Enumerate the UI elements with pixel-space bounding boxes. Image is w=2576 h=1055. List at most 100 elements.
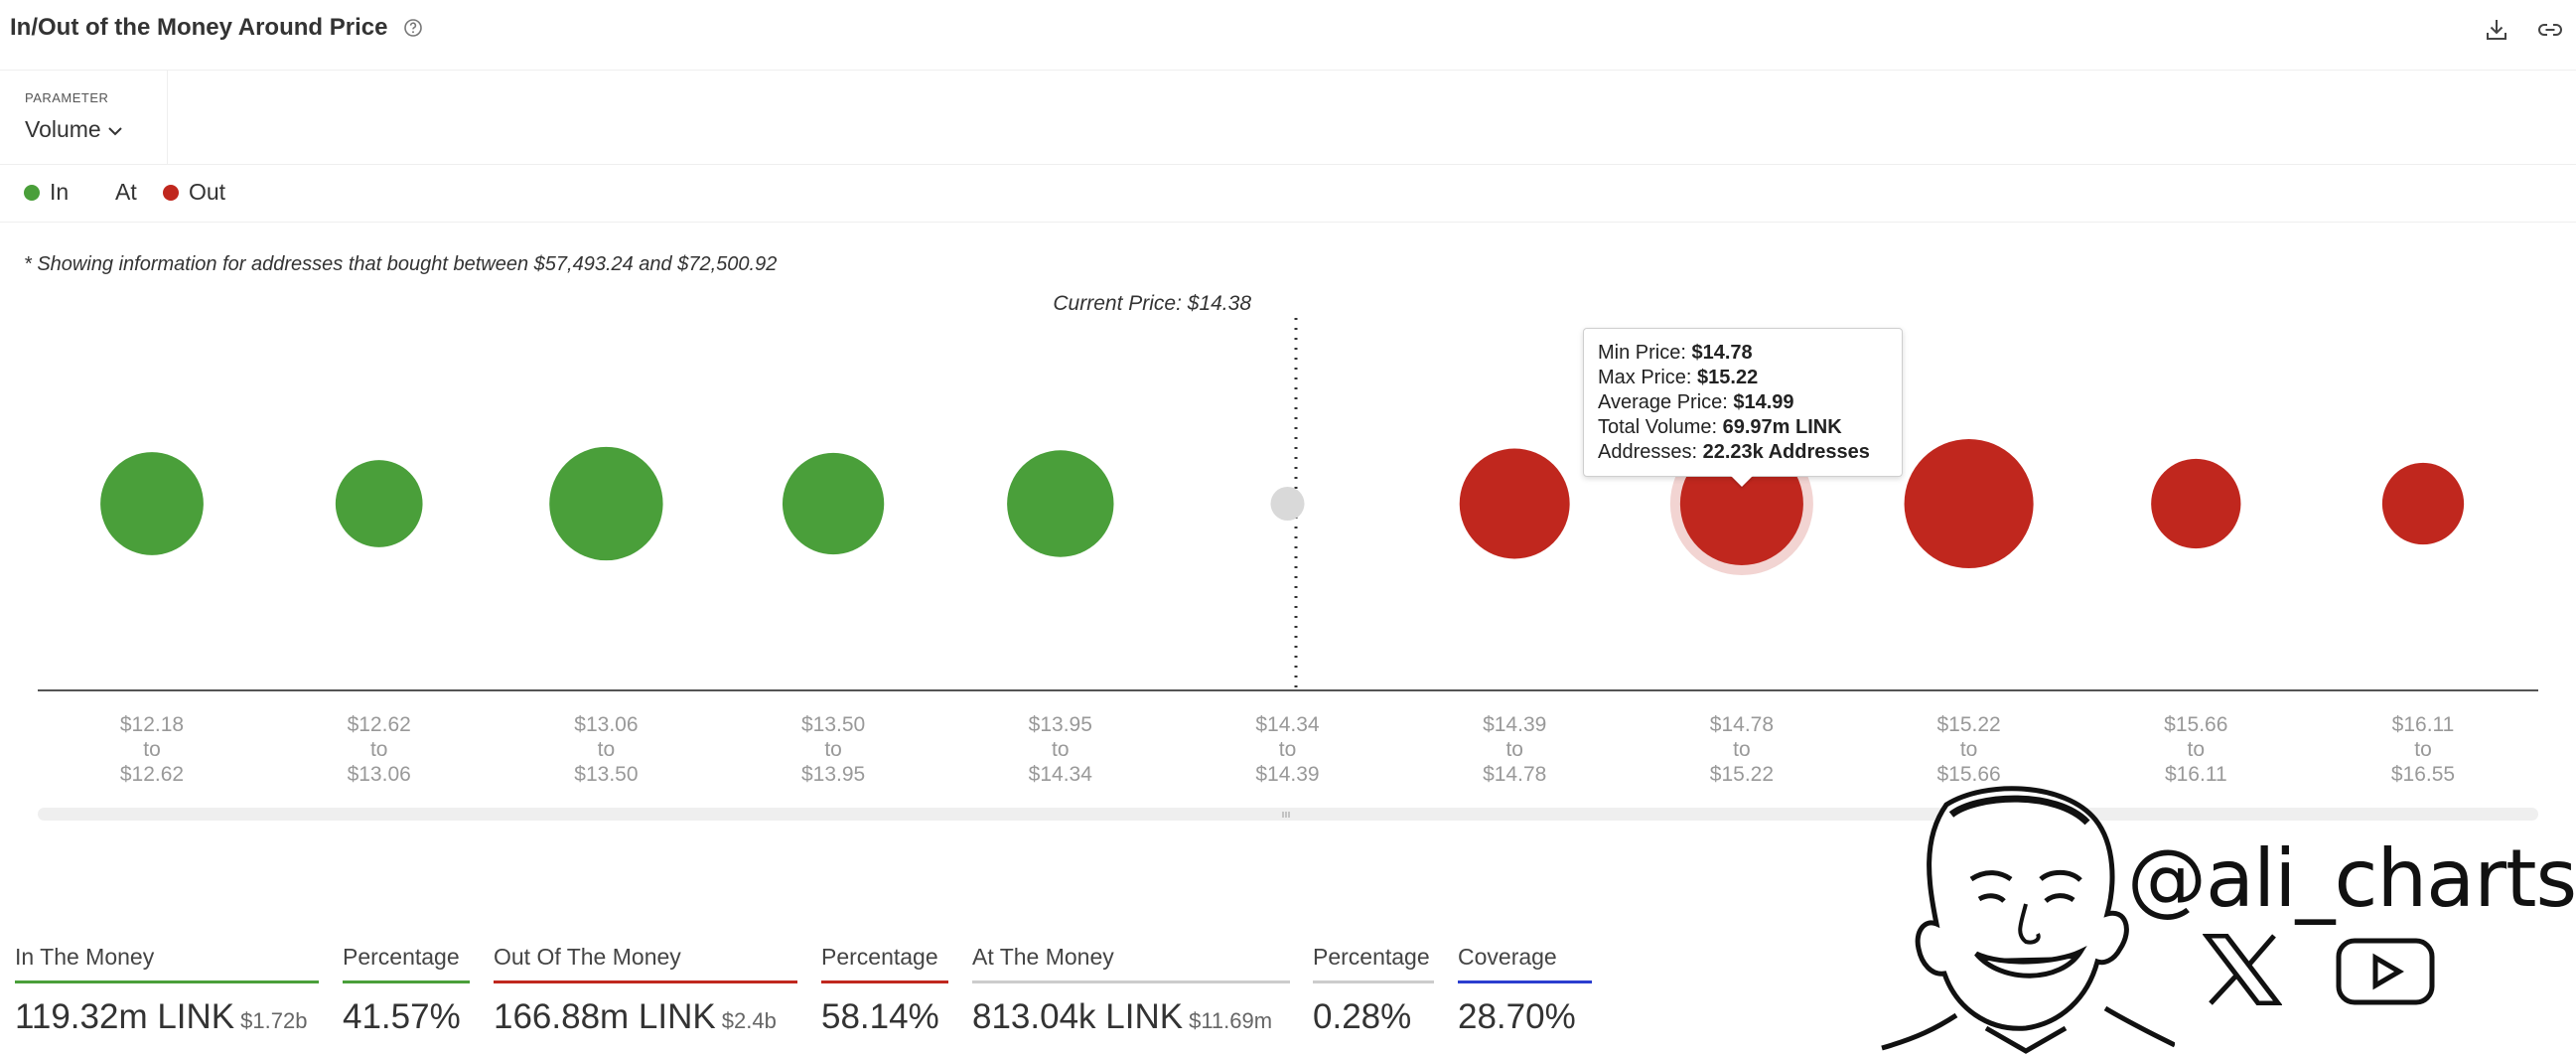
tooltip-max-row: Max Price: $15.22	[1598, 366, 1888, 390]
x-tick-label: to	[370, 738, 388, 761]
parameter-label: PARAMETER	[25, 90, 109, 105]
bubble-in[interactable]	[335, 460, 423, 547]
x-tick-label: $12.62	[120, 763, 184, 786]
bubble-in[interactable]	[782, 452, 885, 555]
legend-dot-in	[24, 184, 40, 201]
cartoon-portrait-icon	[1881, 786, 2175, 1054]
stat-in-the-money: In The Money 119.32m LINK $1.72b	[15, 944, 319, 1037]
stat-at-percentage: Percentage 0.28%	[1313, 944, 1434, 1037]
x-tick-label: $16.55	[2391, 763, 2455, 786]
stat-value: 813.04k LINK $11.69m	[972, 997, 1290, 1037]
tooltip-value: $14.78	[1691, 342, 1753, 364]
bubble-out[interactable]	[1459, 448, 1570, 559]
bubble-in[interactable]	[100, 452, 204, 555]
stat-value: 119.32m LINK $1.72b	[15, 997, 319, 1037]
info-note: * Showing information for addresses that…	[24, 253, 778, 275]
x-logo-icon[interactable]	[2203, 934, 2282, 1005]
stat-value-usd: $11.69m	[1189, 1008, 1273, 1033]
bubble-out[interactable]	[1904, 438, 2034, 569]
link-icon[interactable]	[2536, 16, 2564, 44]
tooltip-value: $14.99	[1733, 391, 1794, 413]
current-price-label: Current Price: $14.38	[1053, 292, 1251, 315]
tooltip-volume-row: Total Volume: 69.97m LINK	[1598, 415, 1888, 440]
legend-item-in[interactable]: In	[24, 179, 69, 206]
x-tick-label: $13.95	[801, 763, 865, 786]
stat-value: 28.70%	[1458, 997, 1576, 1036]
x-tick-label: $14.39	[1483, 713, 1546, 736]
parameter-dropdown[interactable]: Volume	[25, 116, 101, 142]
x-tick-label: $12.18	[120, 713, 184, 736]
tooltip: Min Price: $14.78 Max Price: $15.22 Aver…	[1583, 328, 1903, 477]
x-tick-label: $14.34	[1255, 713, 1320, 736]
x-tick-label: to	[1505, 738, 1523, 761]
divider	[0, 164, 2576, 165]
stat-out-percentage: Percentage 58.14%	[821, 944, 948, 1037]
bubble-in[interactable]	[549, 446, 663, 561]
x-tick-label: to	[824, 738, 842, 761]
chevron-down-icon[interactable]	[105, 121, 125, 141]
x-tick-label: $13.06	[574, 713, 638, 736]
legend-label: At	[115, 179, 137, 205]
stat-label: Out Of The Money	[494, 944, 681, 970]
stat-value: 58.14%	[821, 997, 939, 1036]
bubble-out[interactable]	[2151, 458, 2241, 549]
youtube-icon[interactable]	[2336, 938, 2435, 1005]
tick-labels-group: $12.18to$12.62$12.62to$13.06$13.06to$13.…	[120, 713, 2455, 786]
stat-value-main: 813.04k LINK	[972, 997, 1184, 1036]
chart-scrollbar[interactable]	[38, 808, 2538, 821]
widget-header: In/Out of the Money Around Price	[0, 0, 2576, 71]
x-tick-label: $13.06	[348, 763, 411, 786]
x-tick-label: $16.11	[2165, 763, 2227, 786]
stat-value-main: 166.88m LINK	[494, 997, 716, 1036]
x-tick-label: $13.50	[574, 763, 638, 786]
legend-label: In	[50, 179, 70, 205]
download-icon[interactable]	[2483, 16, 2510, 44]
x-tick-label: $12.62	[348, 713, 411, 736]
legend-label: Out	[189, 179, 226, 205]
x-tick-label: $14.78	[1483, 763, 1546, 786]
stat-value: 0.28%	[1313, 997, 1412, 1036]
x-tick-label: $14.39	[1255, 763, 1319, 786]
stat-bar	[821, 980, 948, 983]
tooltip-label: Addresses:	[1598, 441, 1703, 463]
x-tick-label: to	[2414, 738, 2432, 761]
stat-bar	[15, 980, 319, 983]
x-tick-label: $16.11	[2392, 713, 2455, 736]
question-circle-icon[interactable]	[403, 18, 423, 38]
x-tick-label: $13.50	[801, 713, 865, 736]
bubble-out[interactable]	[2381, 462, 2465, 545]
stat-at-the-money: At The Money 813.04k LINK $11.69m	[972, 944, 1290, 1037]
scroll-grip-icon[interactable]	[1281, 812, 1291, 818]
tooltip-label: Total Volume:	[1598, 416, 1723, 438]
tooltip-value: $15.22	[1697, 367, 1759, 388]
tooltip-min-row: Min Price: $14.78	[1598, 341, 1888, 366]
legend-item-out[interactable]: Out	[163, 179, 225, 206]
stat-out-of-the-money: Out Of The Money 166.88m LINK $2.4b	[494, 944, 797, 1037]
tooltip-addresses-row: Addresses: 22.23k Addresses	[1598, 440, 1888, 465]
widget-title: In/Out of the Money Around Price	[10, 14, 388, 41]
stat-label: Percentage	[1313, 944, 1430, 970]
stat-value: 166.88m LINK $2.4b	[494, 997, 797, 1037]
divider	[0, 222, 2576, 223]
x-tick-label: $14.78	[1710, 713, 1774, 736]
stat-label: In The Money	[15, 944, 155, 970]
x-tick-label: $13.95	[1029, 713, 1092, 736]
parameter-panel	[0, 70, 168, 164]
stat-value-usd: $1.72b	[240, 1008, 308, 1033]
stat-bar	[494, 980, 797, 983]
tooltip-value: 69.97m LINK	[1722, 416, 1842, 438]
x-tick-label: $15.66	[1936, 763, 2000, 786]
stat-label: Coverage	[1458, 944, 1557, 970]
legend-item-at[interactable]: At	[115, 179, 137, 206]
tooltip-label: Min Price:	[1598, 342, 1692, 364]
x-tick-label: $15.22	[1710, 763, 1774, 786]
stat-bar	[1458, 980, 1592, 983]
tooltip-value: 22.23k Addresses	[1702, 441, 1870, 463]
bubble-in[interactable]	[1007, 450, 1114, 557]
x-tick-label: $15.66	[2164, 713, 2227, 736]
x-tick-label: to	[1052, 738, 1070, 761]
stat-value-usd: $2.4b	[721, 1008, 777, 1033]
bubble-at[interactable]	[1270, 487, 1305, 521]
stat-bar	[972, 980, 1290, 983]
